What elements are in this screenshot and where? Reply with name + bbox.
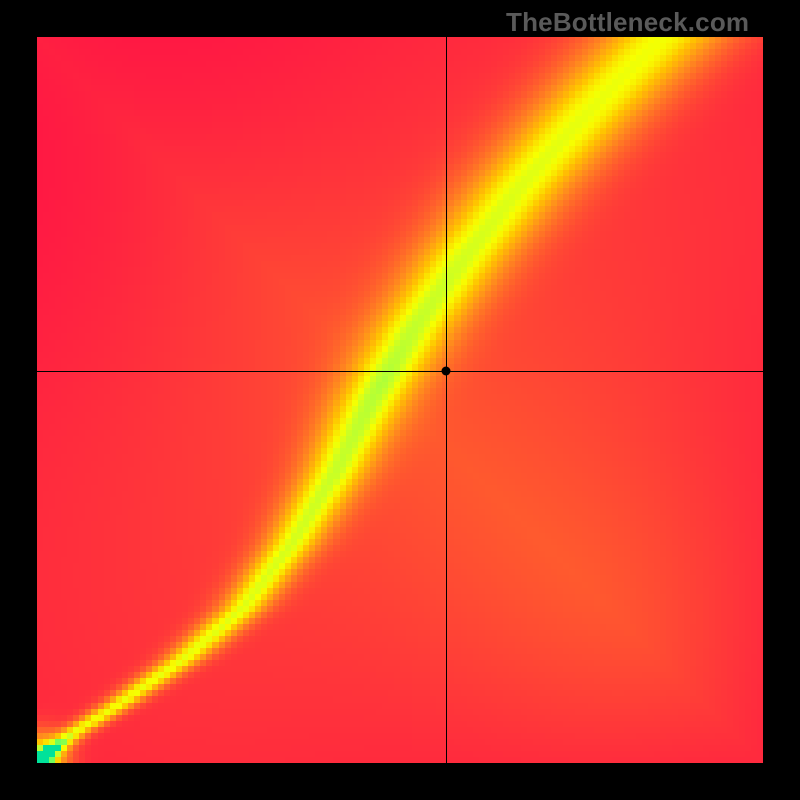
watermark-text: TheBottleneck.com [506,7,749,38]
crosshair-marker [442,366,451,375]
crosshair-vertical [446,37,447,763]
crosshair-horizontal [37,371,763,372]
bottleneck-heatmap [37,37,763,763]
